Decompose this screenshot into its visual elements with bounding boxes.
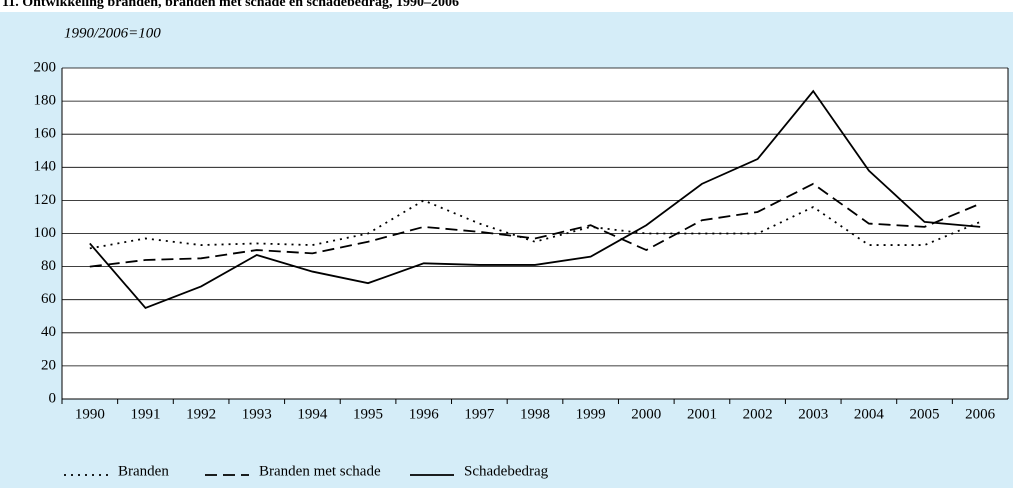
x-tick-label: 1996 — [409, 406, 440, 422]
y-tick-label: 80 — [41, 258, 56, 274]
x-tick-label: 2003 — [798, 406, 828, 422]
y-tick-label: 0 — [49, 390, 57, 406]
x-tick-label: 2004 — [854, 406, 885, 422]
y-tick-label: 200 — [34, 59, 57, 75]
x-tick-label: 1994 — [297, 406, 328, 422]
x-tick-label: 2000 — [631, 406, 661, 422]
x-tick-label: 1990 — [75, 406, 105, 422]
x-tick-label: 2005 — [910, 406, 940, 422]
legend-label: Schadebedrag — [464, 463, 549, 479]
x-tick-label: 1999 — [576, 406, 606, 422]
x-tick-label: 2001 — [687, 406, 717, 422]
x-tick-label: 2002 — [743, 406, 773, 422]
series-line — [89, 182, 981, 268]
x-tick-label: 1993 — [242, 406, 272, 422]
x-tick-label: 1995 — [353, 406, 383, 422]
y-tick-label: 40 — [41, 324, 56, 340]
series-line — [89, 89, 981, 310]
y-tick-label: 60 — [41, 291, 56, 307]
chart-subtitle: 1990/2006=100 — [64, 25, 161, 41]
x-tick-label: 1992 — [186, 406, 216, 422]
y-tick-label: 20 — [41, 357, 56, 373]
legend-label: Branden met schade — [259, 463, 381, 479]
x-tick-label: 1998 — [520, 406, 550, 422]
y-tick-label: 100 — [34, 225, 57, 241]
x-tick-label: 1991 — [130, 406, 160, 422]
chart-title: 11. Ontwikkeling branden, branden met sc… — [2, 0, 459, 10]
x-tick-label: 2006 — [965, 406, 996, 422]
x-tick-label: 1997 — [464, 406, 495, 422]
y-tick-label: 180 — [34, 93, 57, 109]
y-tick-label: 140 — [34, 159, 57, 175]
y-tick-label: 120 — [34, 192, 57, 208]
legend-label: Branden — [118, 463, 169, 479]
y-tick-label: 160 — [34, 126, 57, 142]
